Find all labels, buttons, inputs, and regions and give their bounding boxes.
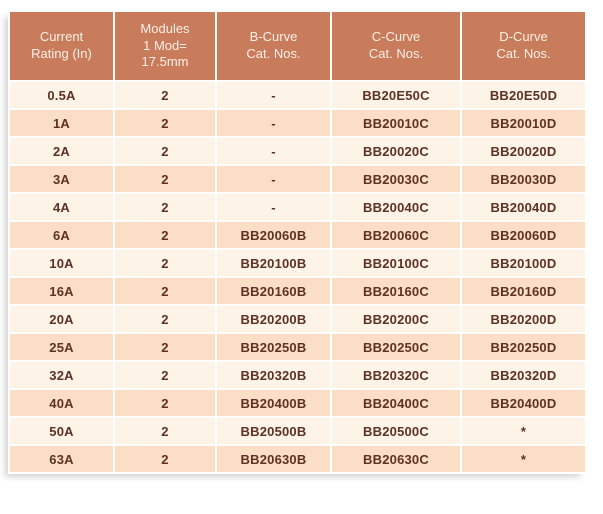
cell-d-curve: BB20040D [460, 192, 587, 222]
cell-modules: 2 [113, 220, 217, 250]
cell-current-rating: 3A [8, 164, 115, 194]
header-row: Current Rating (In) Modules 1 Mod= 17.5m… [8, 10, 587, 82]
cell-b-curve: BB20320B [215, 360, 332, 390]
cell-d-curve: BB20100D [460, 248, 587, 278]
cell-modules: 2 [113, 388, 217, 418]
cell-d-curve: BB20160D [460, 276, 587, 306]
cell-current-rating: 63A [8, 444, 115, 474]
cell-d-curve: BB20320D [460, 360, 587, 390]
cell-b-curve: BB20160B [215, 276, 332, 306]
cell-b-curve: - [215, 108, 332, 138]
table-row: 20A 2 BB20200B BB20200C BB20200D [8, 304, 587, 334]
cell-modules: 2 [113, 136, 217, 166]
cell-current-rating: 0.5A [8, 80, 115, 110]
col-header-d-curve: D-Curve Cat. Nos. [460, 10, 587, 82]
cell-d-curve: BB20030D [460, 164, 587, 194]
table-row: 1A 2 - BB20010C BB20010D [8, 108, 587, 138]
cell-c-curve: BB20060C [330, 220, 462, 250]
cell-c-curve: BB20100C [330, 248, 462, 278]
cell-current-rating: 2A [8, 136, 115, 166]
table-row: 25A 2 BB20250B BB20250C BB20250D [8, 332, 587, 362]
cell-current-rating: 16A [8, 276, 115, 306]
table-row: 2A 2 - BB20020C BB20020D [8, 136, 587, 166]
cell-current-rating: 32A [8, 360, 115, 390]
cell-b-curve: - [215, 192, 332, 222]
cell-d-curve: * [460, 444, 587, 474]
cell-c-curve: BB20030C [330, 164, 462, 194]
cell-modules: 2 [113, 276, 217, 306]
table-row: 4A 2 - BB20040C BB20040D [8, 192, 587, 222]
table-row: 32A 2 BB20320B BB20320C BB20320D [8, 360, 587, 390]
cell-current-rating: 25A [8, 332, 115, 362]
cell-d-curve: BB20200D [460, 304, 587, 334]
cell-c-curve: BB20400C [330, 388, 462, 418]
cell-b-curve: - [215, 164, 332, 194]
table-row: 0.5A 2 - BB20E50C BB20E50D [8, 80, 587, 110]
cell-d-curve: BB20010D [460, 108, 587, 138]
cell-c-curve: BB20630C [330, 444, 462, 474]
cell-b-curve: BB20060B [215, 220, 332, 250]
table-row: 63A 2 BB20630B BB20630C * [8, 444, 587, 474]
cell-modules: 2 [113, 332, 217, 362]
cell-c-curve: BB20320C [330, 360, 462, 390]
table-row: 3A 2 - BB20030C BB20030D [8, 164, 587, 194]
cell-d-curve: * [460, 416, 587, 446]
cell-b-curve: BB20250B [215, 332, 332, 362]
cell-c-curve: BB20040C [330, 192, 462, 222]
cell-b-curve: BB20500B [215, 416, 332, 446]
col-header-current-rating: Current Rating (In) [8, 10, 115, 82]
cell-modules: 2 [113, 248, 217, 278]
cell-current-rating: 4A [8, 192, 115, 222]
cell-c-curve: BB20200C [330, 304, 462, 334]
catalog-table: Current Rating (In) Modules 1 Mod= 17.5m… [8, 10, 587, 474]
cell-modules: 2 [113, 108, 217, 138]
cell-b-curve: BB20200B [215, 304, 332, 334]
col-header-b-curve: B-Curve Cat. Nos. [215, 10, 332, 82]
cell-c-curve: BB20E50C [330, 80, 462, 110]
cell-modules: 2 [113, 164, 217, 194]
cell-current-rating: 1A [8, 108, 115, 138]
table-row: 10A 2 BB20100B BB20100C BB20100D [8, 248, 587, 278]
cell-modules: 2 [113, 80, 217, 110]
cell-c-curve: BB20500C [330, 416, 462, 446]
cell-modules: 2 [113, 444, 217, 474]
cell-d-curve: BB20250D [460, 332, 587, 362]
table-row: 40A 2 BB20400B BB20400C BB20400D [8, 388, 587, 418]
cell-current-rating: 20A [8, 304, 115, 334]
table-row: 6A 2 BB20060B BB20060C BB20060D [8, 220, 587, 250]
cell-modules: 2 [113, 304, 217, 334]
table-row: 50A 2 BB20500B BB20500C * [8, 416, 587, 446]
cell-b-curve: - [215, 136, 332, 166]
col-header-c-curve: C-Curve Cat. Nos. [330, 10, 462, 82]
cell-c-curve: BB20250C [330, 332, 462, 362]
col-header-modules: Modules 1 Mod= 17.5mm [113, 10, 217, 82]
cell-c-curve: BB20020C [330, 136, 462, 166]
cell-b-curve: BB20400B [215, 388, 332, 418]
table-row: 16A 2 BB20160B BB20160C BB20160D [8, 276, 587, 306]
cell-d-curve: BB20400D [460, 388, 587, 418]
cell-modules: 2 [113, 360, 217, 390]
cell-b-curve: - [215, 80, 332, 110]
cell-current-rating: 6A [8, 220, 115, 250]
cell-d-curve: BB20060D [460, 220, 587, 250]
cell-modules: 2 [113, 416, 217, 446]
cell-c-curve: BB20160C [330, 276, 462, 306]
cell-d-curve: BB20020D [460, 136, 587, 166]
cell-b-curve: BB20630B [215, 444, 332, 474]
cell-current-rating: 40A [8, 388, 115, 418]
cell-d-curve: BB20E50D [460, 80, 587, 110]
cell-current-rating: 50A [8, 416, 115, 446]
cell-modules: 2 [113, 192, 217, 222]
cell-b-curve: BB20100B [215, 248, 332, 278]
cell-c-curve: BB20010C [330, 108, 462, 138]
cell-current-rating: 10A [8, 248, 115, 278]
